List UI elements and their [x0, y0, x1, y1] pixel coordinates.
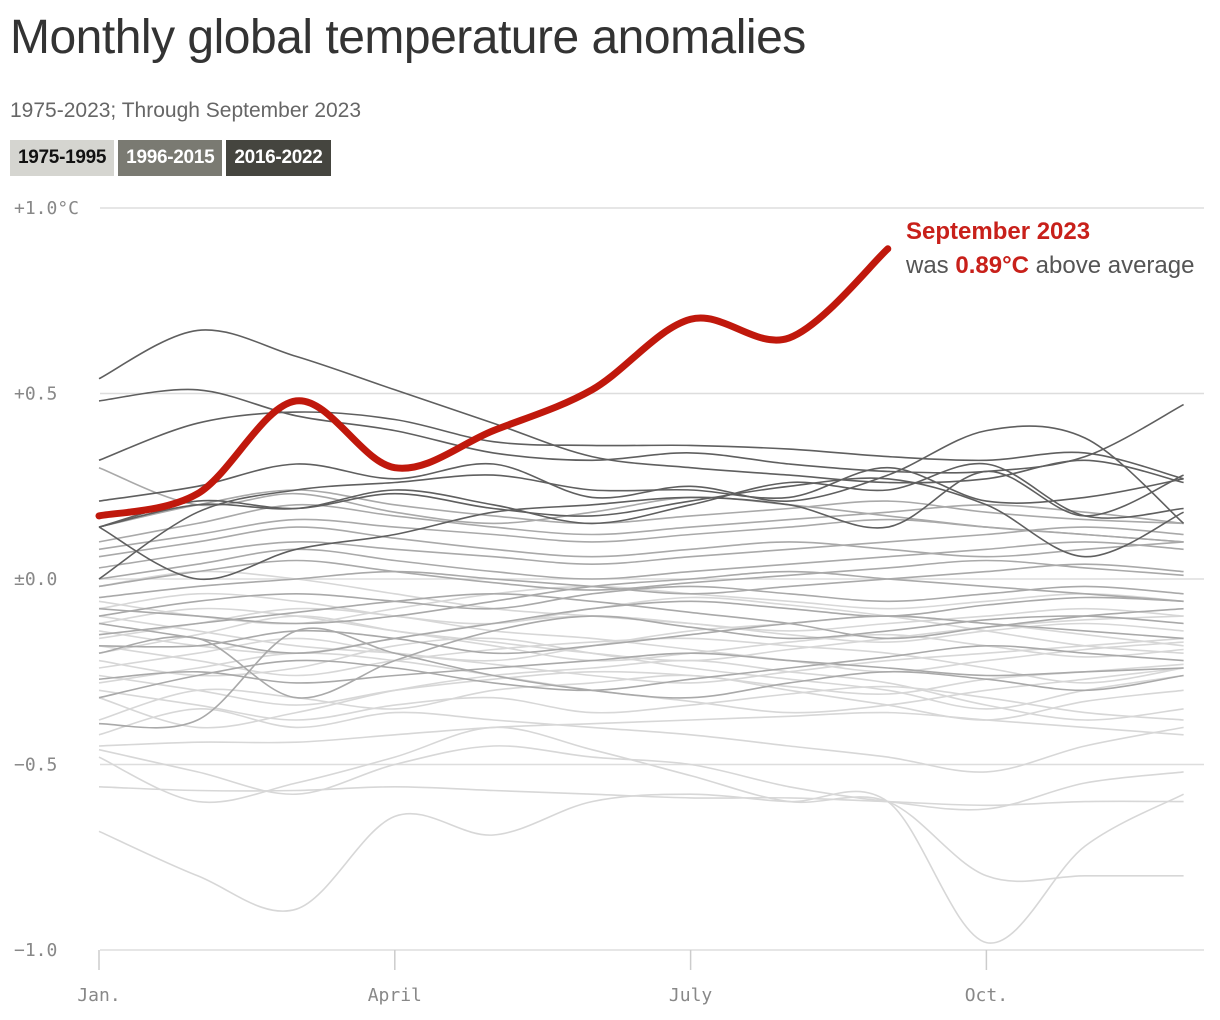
series-line-early: [98, 592, 1184, 654]
series-line-mid: [98, 466, 1184, 543]
x-tick-label: Jan.: [77, 985, 120, 1006]
series-line-early: [98, 708, 1184, 773]
series-line-mid: [98, 563, 1184, 599]
series-line-mid: [98, 596, 1184, 654]
series-line-late: [98, 470, 1184, 581]
series-line-late: [98, 329, 1184, 484]
highlight-line-2023: [95, 245, 892, 520]
annotation-prefix: was: [906, 252, 956, 279]
series-line-early: [98, 674, 1184, 721]
series-line-early: [98, 685, 1184, 721]
series-line-mid: [98, 559, 1184, 591]
annotation-suffix: above average: [1029, 252, 1195, 279]
x-tick-label: Oct.: [965, 985, 1008, 1006]
series-line-mid: [98, 615, 1184, 699]
series-line-mid: [98, 593, 1184, 640]
annotation: September 2023 was 0.89°C above average: [906, 215, 1206, 283]
series-line-early: [98, 607, 1184, 673]
grid-layer: +1.0°C +0.5 ±0.0 −0.5 −1.0 Jan. April July Oct.: [14, 198, 1204, 1006]
series-line-early: [98, 726, 1184, 883]
x-tick-label: April: [368, 985, 422, 1006]
series-line-early: [98, 790, 1184, 944]
series-line-mid: [98, 585, 1184, 617]
series-line-early: [98, 711, 1184, 747]
series-line-early: [98, 745, 1184, 811]
series-line-mid: [98, 644, 1184, 699]
y-tick-label: +0.5: [14, 384, 57, 405]
chart-subtitle: 1975-2023; Through September 2023: [10, 99, 362, 122]
annotation-value: 0.89°C: [955, 252, 1029, 279]
series-line-late: [98, 388, 1184, 474]
y-tick-label: −1.0: [14, 940, 57, 961]
x-tick-label: July: [669, 985, 713, 1006]
series-line-early: [98, 637, 1184, 710]
y-tick-label: −0.5: [14, 755, 57, 776]
series-layer: [98, 329, 1185, 944]
legend-item-2016-2022: 2016-2022: [226, 140, 331, 176]
series-line-mid: [98, 489, 1184, 528]
legend: 1975-1995 1996-2015 2016-2022: [10, 140, 331, 176]
series-line-mid: [98, 570, 1184, 625]
y-tick-label: ±0.0: [14, 569, 57, 590]
series-line-early: [98, 663, 1184, 706]
series-line-mid: [98, 652, 1184, 684]
series-line-early: [98, 786, 1184, 807]
legend-item-1975-1995: 1975-1995: [10, 140, 115, 176]
y-tick-label: +1.0°C: [14, 198, 79, 219]
series-line-mid: [98, 615, 1184, 655]
series-line-mid: [98, 541, 1184, 580]
series-line-late: [98, 425, 1185, 525]
series-line-early: [98, 637, 1184, 684]
series-line-early: [98, 659, 1184, 729]
series-line-late: [98, 466, 1184, 580]
highlight-layer: [95, 245, 892, 520]
chart-title: Monthly global temperature anomalies: [10, 11, 806, 64]
legend-item-1996-2015: 1996-2015: [118, 140, 223, 176]
series-line-mid: [98, 627, 1184, 729]
series-line-mid: [98, 526, 1184, 558]
series-line-late: [98, 411, 1184, 480]
series-line-late: [98, 477, 1184, 558]
series-line-mid: [98, 526, 1184, 569]
annotation-heading: September 2023: [906, 218, 1091, 245]
